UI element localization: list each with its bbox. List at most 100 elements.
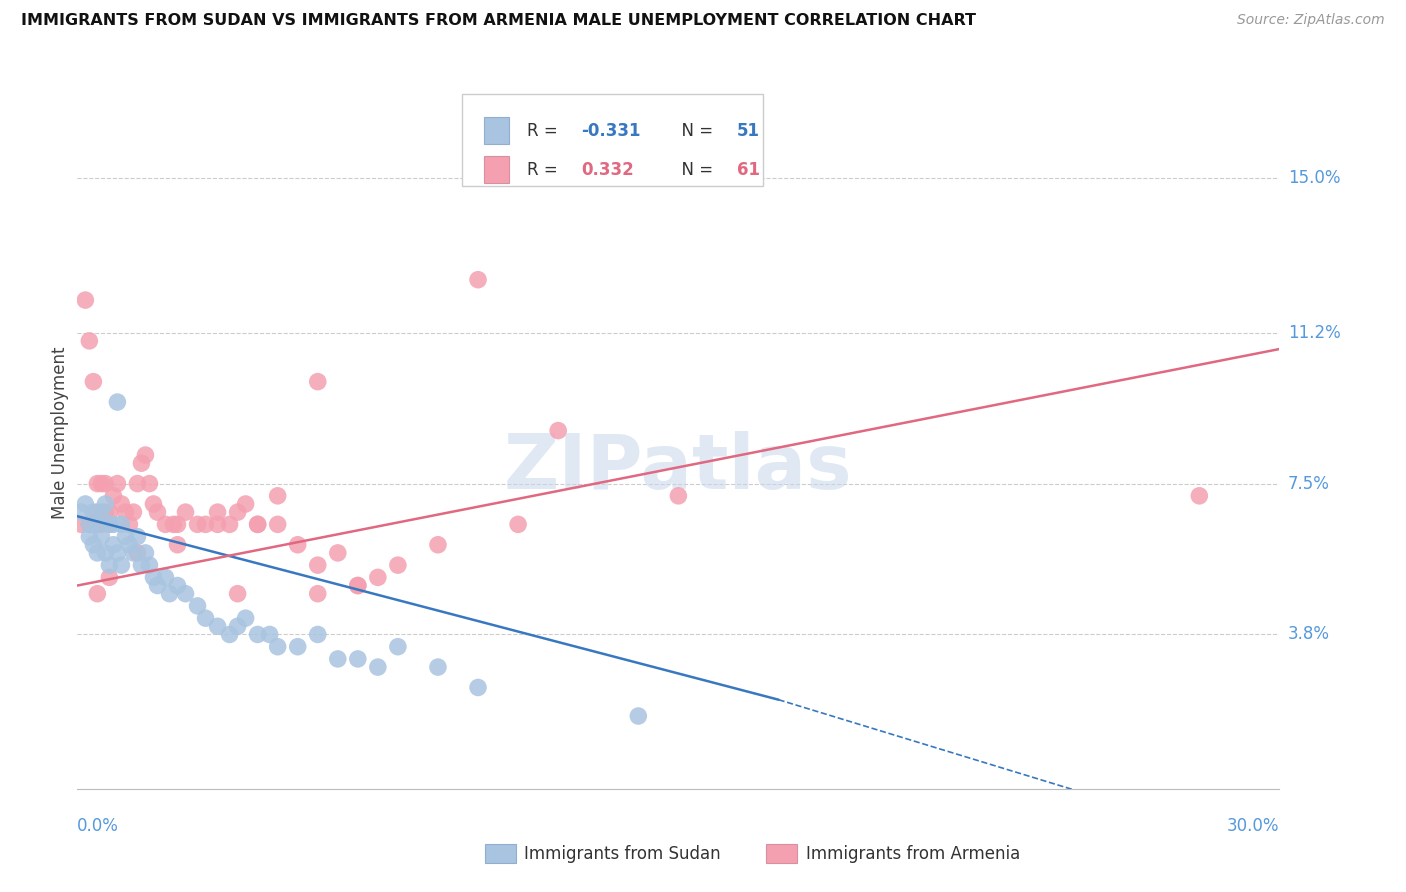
Point (70, 517, 93, 532)
Point (122, 505, 145, 519)
Text: R =: R = (527, 161, 568, 178)
Point (467, 681, 489, 695)
Point (307, 587, 329, 601)
Point (235, 497, 257, 511)
Point (94, 497, 117, 511)
Point (267, 517, 290, 532)
Point (86, 505, 108, 519)
Point (259, 627, 281, 641)
Point (427, 660, 450, 674)
Point (155, 570, 177, 584)
Point (668, 489, 690, 503)
Point (103, 489, 125, 503)
Point (226, 587, 249, 601)
Point (90, 530, 112, 544)
Point (79, 334, 101, 348)
Point (467, 273, 489, 287)
Point (82, 538, 104, 552)
Point (367, 660, 389, 674)
Point (114, 505, 136, 519)
Point (107, 476, 129, 491)
Point (107, 546, 129, 560)
Point (98, 505, 121, 519)
Point (75, 293, 97, 307)
Text: N =: N = (671, 122, 718, 140)
Point (134, 546, 156, 560)
Point (166, 578, 188, 592)
Text: 15.0%: 15.0% (1288, 169, 1340, 186)
Point (326, 652, 349, 666)
Point (427, 538, 450, 552)
Point (82, 517, 104, 532)
Point (127, 530, 149, 544)
Point (134, 448, 156, 462)
Point (207, 619, 229, 633)
Point (146, 578, 169, 592)
Point (127, 546, 149, 560)
Point (307, 627, 329, 641)
Point (118, 517, 141, 532)
Point (94, 505, 117, 519)
Point (159, 587, 181, 601)
Point (79, 517, 101, 532)
Point (118, 538, 141, 552)
Point (226, 619, 249, 633)
Point (174, 587, 197, 601)
Point (166, 538, 188, 552)
Point (235, 611, 257, 625)
FancyBboxPatch shape (484, 156, 509, 183)
Text: IMMIGRANTS FROM SUDAN VS IMMIGRANTS FROM ARMENIA MALE UNEMPLOYMENT CORRELATION C: IMMIGRANTS FROM SUDAN VS IMMIGRANTS FROM… (21, 13, 976, 29)
Point (86, 517, 108, 532)
Text: 61: 61 (737, 161, 761, 178)
Point (142, 570, 165, 584)
Point (122, 546, 145, 560)
Point (347, 578, 370, 592)
Point (138, 558, 160, 573)
Point (367, 570, 389, 584)
Point (110, 517, 132, 532)
Text: Source: ZipAtlas.com: Source: ZipAtlas.com (1237, 13, 1385, 28)
Point (267, 489, 290, 503)
Point (142, 497, 165, 511)
Point (246, 517, 269, 532)
Point (98, 517, 121, 532)
Point (90, 476, 112, 491)
Point (246, 517, 269, 532)
Point (218, 517, 240, 532)
Point (114, 530, 136, 544)
Point (508, 517, 530, 532)
Text: Immigrants from Sudan: Immigrants from Sudan (524, 845, 721, 863)
Point (547, 424, 569, 438)
Point (103, 517, 125, 532)
Point (347, 578, 370, 592)
Point (94, 476, 117, 491)
Point (75, 497, 97, 511)
Point (186, 599, 209, 613)
Point (387, 640, 409, 654)
Point (174, 505, 197, 519)
Point (86, 476, 108, 491)
Point (79, 517, 101, 532)
Point (307, 375, 329, 389)
Text: 51: 51 (737, 122, 761, 140)
FancyBboxPatch shape (463, 94, 762, 186)
Text: R =: R = (527, 122, 562, 140)
Point (387, 558, 409, 573)
Text: Immigrants from Armenia: Immigrants from Armenia (806, 845, 1019, 863)
Point (70, 505, 93, 519)
Point (110, 497, 132, 511)
Y-axis label: Male Unemployment: Male Unemployment (51, 346, 69, 519)
Text: -0.331: -0.331 (581, 122, 640, 140)
Point (103, 538, 125, 552)
Point (194, 611, 217, 625)
Point (194, 517, 217, 532)
Point (226, 505, 249, 519)
Point (110, 558, 132, 573)
Point (131, 456, 153, 470)
Point (186, 517, 209, 532)
Point (107, 395, 129, 409)
Point (307, 558, 329, 573)
Point (86, 587, 108, 601)
Point (82, 375, 104, 389)
Point (287, 538, 309, 552)
